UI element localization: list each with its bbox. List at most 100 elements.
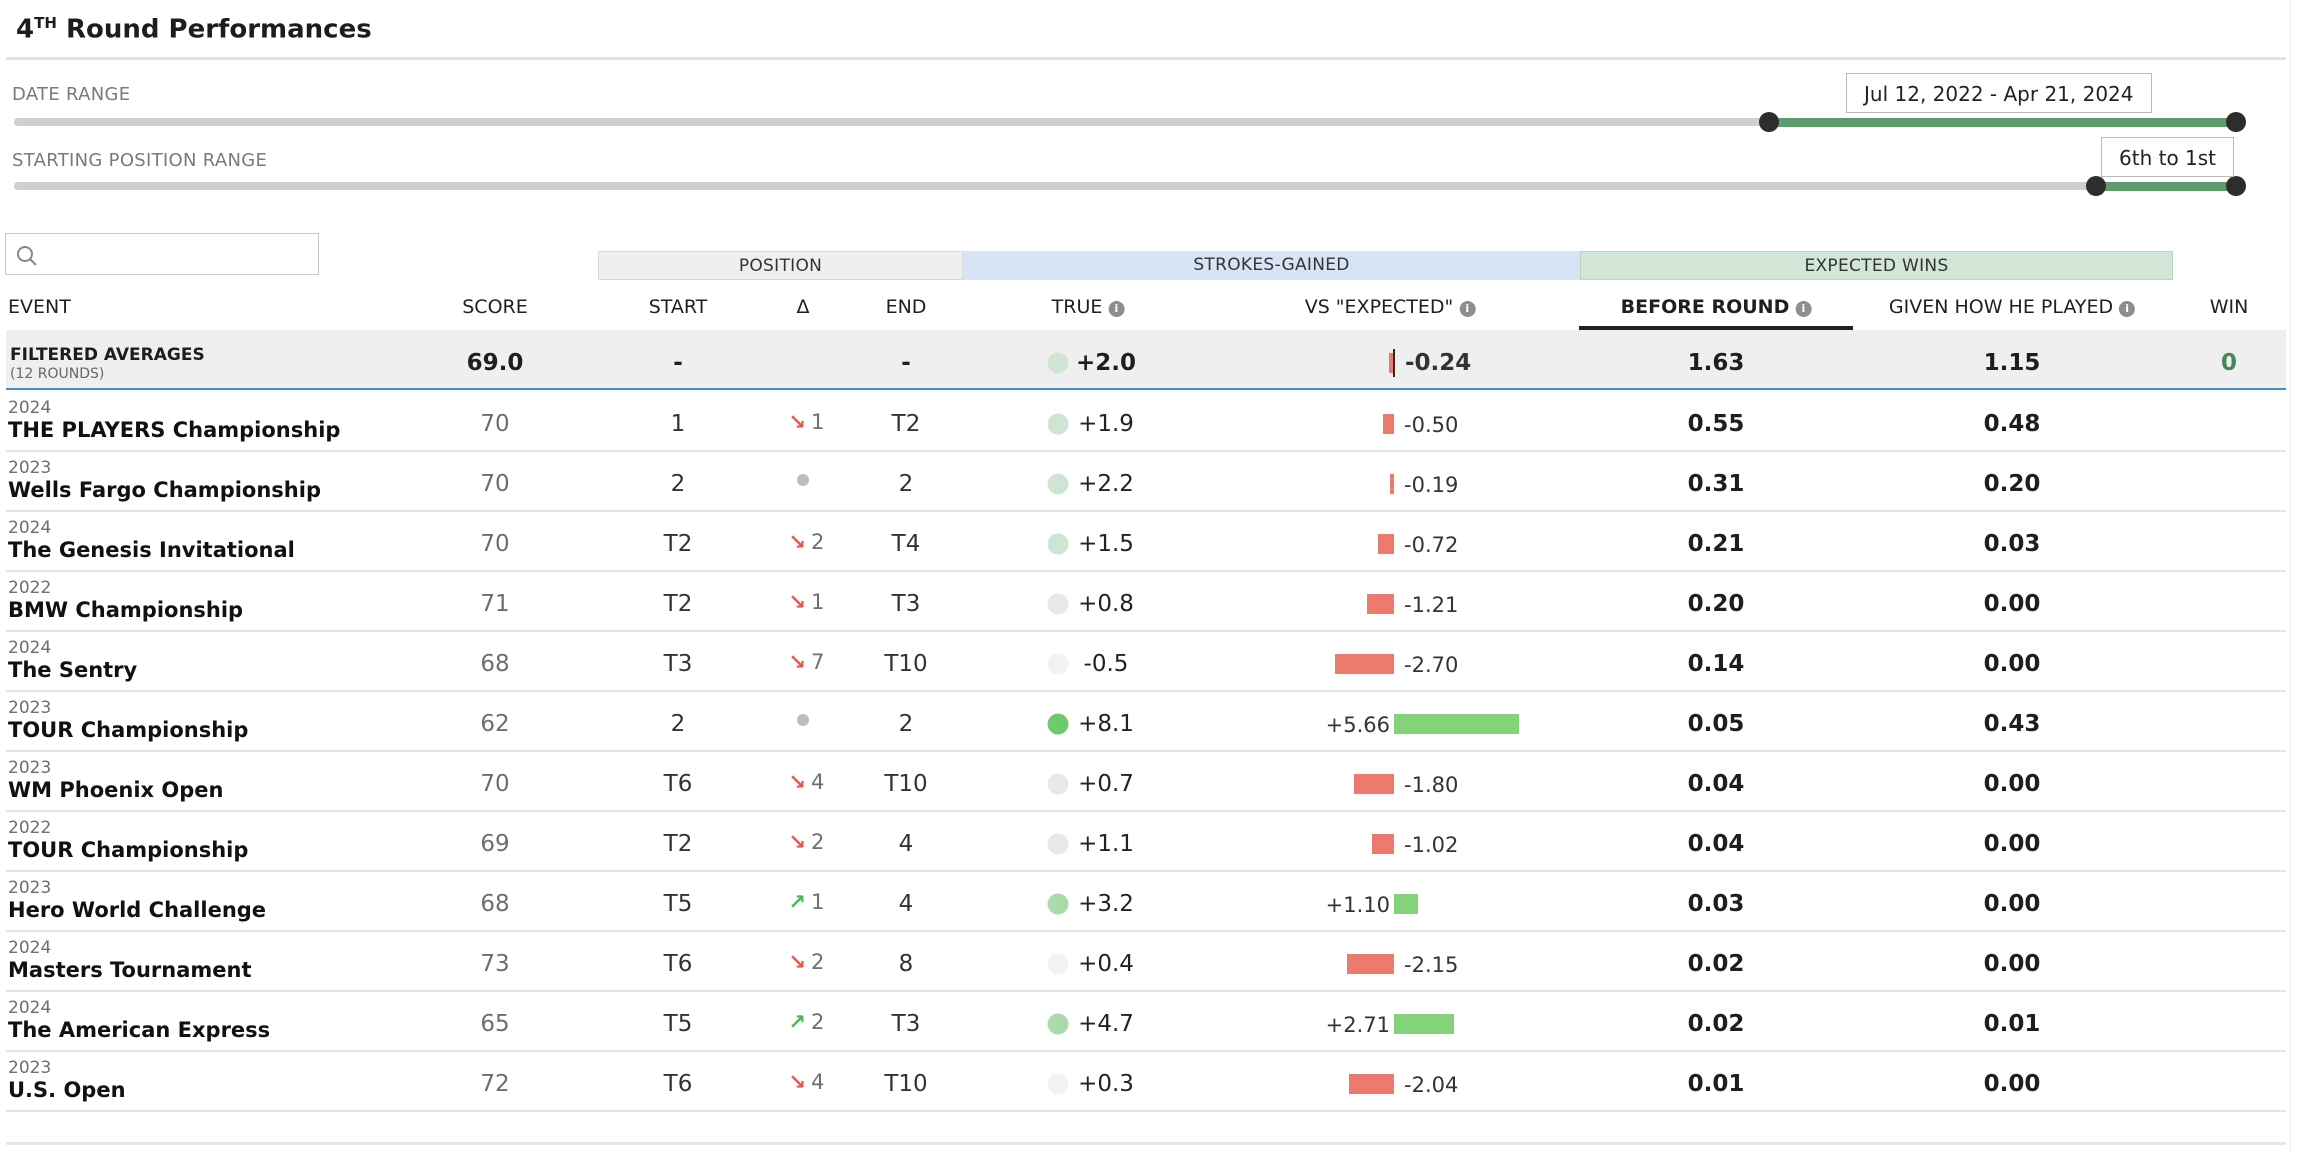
score-cell: 68: [480, 651, 510, 677]
event-name[interactable]: TOUR Championship: [8, 718, 249, 742]
row-divider: [6, 990, 2286, 992]
column-header-given-how-he-played[interactable]: GIVEN HOW HE PLAYED i: [1889, 295, 2136, 319]
table-row[interactable]: [0, 512, 2290, 572]
event-name[interactable]: THE PLAYERS Championship: [8, 418, 341, 442]
arrow-up-right-icon: ↗: [788, 1010, 806, 1034]
position-delta: 2: [811, 530, 825, 554]
search-input[interactable]: [46, 240, 310, 270]
table-row[interactable]: [0, 572, 2290, 632]
column-header-event[interactable]: EVENT: [8, 296, 71, 318]
true-sg-indicator: [1047, 653, 1069, 675]
date-range-slider-track[interactable]: [14, 118, 2236, 126]
given-how-he-played-cell: 0.00: [1983, 891, 2041, 917]
search-box[interactable]: [5, 233, 319, 275]
true-sg-cell: +8.1: [1078, 711, 1134, 737]
row-divider: [6, 450, 2286, 452]
date-range-lower-handle[interactable]: [1759, 112, 1780, 132]
position-range-tooltip: 6th to 1st: [2101, 137, 2235, 177]
score-cell: 68: [480, 891, 510, 917]
filtered-averages-label: FILTERED AVERAGES: [10, 345, 205, 365]
event-name[interactable]: Hero World Challenge: [8, 898, 267, 922]
table-row[interactable]: [0, 812, 2290, 872]
end-cell: 2: [898, 711, 914, 737]
row-divider: [6, 1050, 2286, 1052]
given-how-he-played-cell: 0.03: [1983, 531, 2041, 557]
avg-before-round: 1.63: [1687, 350, 1745, 376]
event-year: 2023: [8, 458, 52, 478]
start-cell: T6: [663, 951, 693, 977]
table-row[interactable]: [0, 452, 2290, 512]
column-header-score[interactable]: SCORE: [462, 296, 528, 318]
event-name[interactable]: BMW Championship: [8, 598, 244, 622]
vs-expected-bar: [1394, 714, 1519, 734]
table-row[interactable]: [0, 992, 2290, 1052]
score-cell: 62: [480, 711, 510, 737]
vs-expected-bar: [1349, 1074, 1394, 1094]
before-round-cell: 0.31: [1687, 471, 1745, 497]
info-icon[interactable]: i: [1108, 301, 1125, 317]
event-name[interactable]: The Genesis Invitational: [8, 538, 295, 562]
table-row[interactable]: [0, 392, 2290, 452]
vs-expected-value: +1.10: [1325, 893, 1390, 917]
score-cell: 72: [480, 1071, 510, 1097]
column-header-vs-expected[interactable]: VS "EXPECTED" i: [1305, 295, 1476, 319]
starting-position-range-label: STARTING POSITION RANGE: [12, 150, 268, 171]
position-range-slider-fill: [2096, 182, 2236, 191]
info-icon[interactable]: i: [2119, 301, 2136, 317]
table-row[interactable]: [0, 872, 2290, 932]
event-name[interactable]: Masters Tournament: [8, 958, 252, 982]
start-cell: T2: [663, 591, 693, 617]
event-name[interactable]: TOUR Championship: [8, 838, 249, 862]
given-how-he-played-cell: 0.00: [1983, 591, 2041, 617]
true-sg-cell: +0.8: [1078, 591, 1134, 617]
info-icon[interactable]: i: [1795, 301, 1812, 317]
avg-vs-expected-axis: [1393, 349, 1395, 377]
true-sg-indicator: [1047, 593, 1069, 615]
position-delta: 1: [811, 590, 825, 614]
column-header-delta[interactable]: Δ: [796, 296, 810, 318]
table-row[interactable]: [0, 632, 2290, 692]
table-row[interactable]: [0, 692, 2290, 752]
start-cell: 2: [670, 711, 686, 737]
vs-expected-bar: [1371, 834, 1394, 854]
arrow-down-right-icon: ↘: [788, 530, 806, 554]
event-name[interactable]: Wells Fargo Championship: [8, 478, 321, 502]
date-range-label: DATE RANGE: [12, 84, 131, 105]
position-range-slider-track[interactable]: [14, 182, 2236, 190]
end-cell: T10: [884, 651, 928, 677]
arrow-down-right-icon: ↘: [788, 770, 806, 794]
true-sg-cell: +3.2: [1078, 891, 1134, 917]
avg-given-how-he-played: 1.15: [1983, 350, 2041, 376]
event-name[interactable]: The Sentry: [8, 658, 138, 682]
event-name[interactable]: WM Phoenix Open: [8, 778, 224, 802]
position-range-upper-handle[interactable]: [2226, 176, 2246, 196]
page-title: 4TH Round Performances: [16, 14, 372, 45]
true-sg-cell: +1.5: [1078, 531, 1134, 557]
info-icon[interactable]: i: [1459, 301, 1476, 317]
vs-expected-bar: [1378, 534, 1394, 554]
column-header-start[interactable]: START: [648, 296, 708, 318]
avg-start: -: [673, 350, 683, 376]
given-how-he-played-cell: 0.00: [1983, 771, 2041, 797]
event-year: 2024: [8, 638, 52, 658]
event-name[interactable]: U.S. Open: [8, 1078, 126, 1102]
row-divider: [6, 630, 2286, 632]
column-header-true[interactable]: TRUE i: [1052, 295, 1125, 319]
event-name[interactable]: The American Express: [8, 1018, 271, 1042]
true-sg-indicator: [1047, 773, 1069, 795]
column-header-before-round[interactable]: BEFORE ROUND i: [1621, 295, 1812, 319]
row-divider: [6, 690, 2286, 692]
event-year: 2023: [8, 698, 52, 718]
table-row[interactable]: [0, 932, 2290, 992]
position-range-lower-handle[interactable]: [2086, 176, 2106, 196]
vs-expected-value: -1.02: [1404, 833, 1459, 857]
column-header-win[interactable]: WIN: [2209, 296, 2249, 318]
vs-expected-bar: [1334, 654, 1394, 674]
arrow-down-right-icon: ↘: [788, 830, 806, 854]
true-sg-cell: -0.5: [1083, 651, 1129, 677]
column-header-end[interactable]: END: [885, 296, 927, 318]
date-range-upper-handle[interactable]: [2226, 112, 2246, 132]
table-row[interactable]: [0, 752, 2290, 812]
table-row[interactable]: [0, 1052, 2290, 1112]
end-cell: T3: [891, 591, 921, 617]
